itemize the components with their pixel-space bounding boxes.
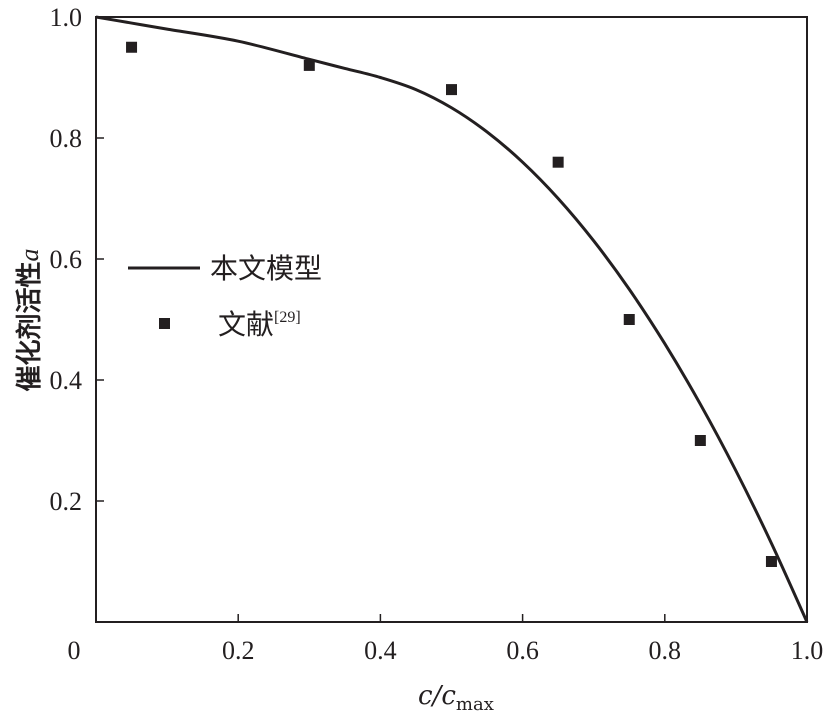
scatter-point-literature bbox=[552, 156, 564, 168]
y-tick-label: 1.0 bbox=[50, 3, 83, 32]
legend-square-swatch bbox=[159, 318, 170, 329]
x-tick-label: 0.4 bbox=[364, 636, 397, 665]
y-tick-label: 0.2 bbox=[50, 487, 83, 516]
legend: 本文模型 文献[29] bbox=[128, 252, 322, 341]
scatter-point-literature bbox=[765, 556, 777, 567]
x-tick-label: 0.6 bbox=[506, 636, 539, 665]
plot-frame bbox=[95, 16, 808, 623]
x-tick-label: 0.8 bbox=[649, 636, 682, 665]
x-tick-label: 0.2 bbox=[222, 636, 255, 665]
series-line-model bbox=[95, 15, 809, 623]
series-layer bbox=[95, 15, 809, 623]
scatter-point-literature bbox=[303, 59, 315, 71]
x-axis-label: c/cmax bbox=[418, 681, 494, 715]
tick-labels: 0 0.2 0.4 0.6 0.8 1.0 0.2 0.4 0.6 0.8 1.0 bbox=[50, 3, 824, 665]
y-tick-label: 0.6 bbox=[50, 245, 83, 274]
y-axis-label-var: a bbox=[15, 248, 44, 261]
y-axis-label: 催化剂活性a bbox=[15, 248, 45, 391]
x-axis-label-main: c/c bbox=[418, 681, 456, 711]
legend-label-literature-ref: [29] bbox=[274, 309, 301, 326]
x-tick-label: 0 bbox=[68, 636, 81, 665]
scatter-point-literature bbox=[126, 41, 138, 53]
legend-label-model: 本文模型 bbox=[210, 252, 322, 285]
x-tick-label: 1.0 bbox=[791, 636, 824, 665]
scatter-point-literature bbox=[623, 314, 635, 325]
scatter-point-literature bbox=[446, 84, 457, 96]
scatter-point-literature bbox=[694, 435, 706, 446]
y-axis-label-main: 催化剂活性 bbox=[15, 261, 45, 391]
ticks bbox=[96, 137, 666, 622]
y-tick-label: 0.8 bbox=[50, 124, 83, 153]
y-tick-label: 0.4 bbox=[50, 366, 83, 395]
legend-label-literature: 文献[29] bbox=[218, 308, 301, 341]
x-axis-label-sub: max bbox=[456, 694, 494, 715]
legend-label-literature-main: 文献 bbox=[218, 308, 274, 341]
